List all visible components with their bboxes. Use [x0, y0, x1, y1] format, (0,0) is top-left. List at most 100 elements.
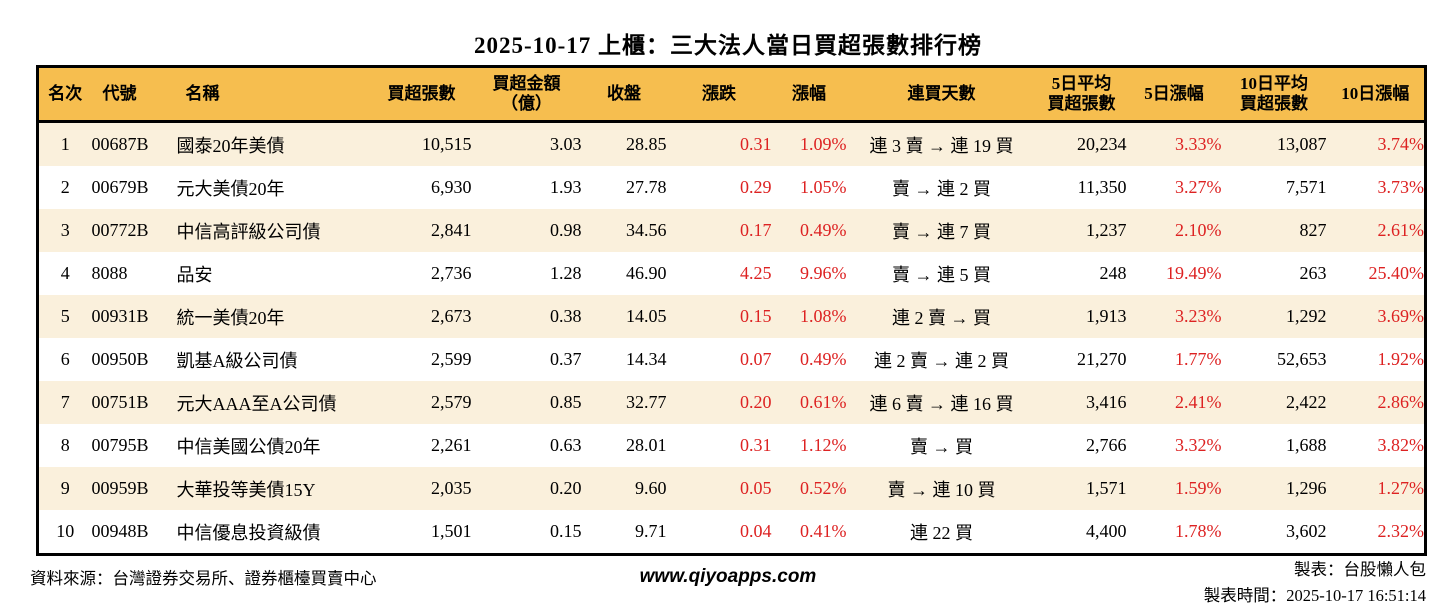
cell-code: 00948B	[91, 521, 149, 541]
cell-net-buy-amount: 1.93	[550, 177, 582, 197]
cell-code: 00687B	[91, 134, 149, 154]
cell-pct-5d: 3.27%	[1175, 177, 1222, 197]
cell-change: 0.31	[740, 435, 772, 455]
cell-rank: 8	[60, 435, 70, 455]
cell-net-buy-amount: 0.38	[550, 306, 582, 326]
cell-change-pct: 0.52%	[800, 478, 847, 498]
table-row: 3 00772B 中信高評級公司債 2,841 0.98 34.56 0.17 0.49% 賣 …	[37, 209, 1426, 252]
cell-avg5-net-buy: 1,237	[1086, 220, 1127, 240]
cell-close: 27.78	[626, 177, 667, 197]
cell-buy-streak: 賣 → 連 10 買	[887, 479, 996, 500]
cell-code: 00795B	[91, 435, 149, 455]
header-cell-pct-10d: 10日漲幅	[1326, 66, 1426, 123]
cell-close: 34.56	[626, 220, 667, 240]
cell-change: 0.05	[740, 478, 772, 498]
cell-net-buy-lots: 2,599	[431, 349, 472, 369]
cell-avg5-net-buy: 21,270	[1077, 349, 1127, 369]
cell-pct-10d: 2.32%	[1377, 521, 1425, 541]
cell-net-buy-lots: 2,841	[431, 220, 472, 240]
cell-avg5-net-buy: 3,416	[1086, 392, 1127, 412]
header-cell-name: 名稱	[176, 66, 372, 123]
cell-pct-5d: 19.49%	[1166, 263, 1222, 283]
table-body: 1 00687B 國泰20年美債 10,515 3.03 28.85 0.31 1.09% 連 …	[37, 121, 1426, 555]
cell-name: 品安	[176, 264, 213, 285]
cell-change-pct: 0.49%	[800, 220, 847, 240]
table-row: 8 00795B 中信美國公債20年 2,261 0.63 28.01 0.31 1.12% 賣…	[37, 424, 1426, 467]
cell-close: 14.34	[626, 349, 667, 369]
cell-buy-streak: 賣 → 買	[910, 436, 973, 457]
cell-avg10-net-buy: 263	[1299, 263, 1327, 283]
cell-close: 28.01	[626, 435, 667, 455]
cell-name: 統一美債20年	[176, 307, 285, 328]
cell-avg10-net-buy: 1,296	[1286, 478, 1327, 498]
cell-net-buy-amount: 3.03	[550, 134, 582, 154]
cell-change-pct: 0.49%	[800, 349, 847, 369]
cell-buy-streak: 連 22 買	[910, 522, 973, 543]
table-header-row: 名次 代號 名稱 買超張數 買超金額 （億） 收盤 漲跌 漲幅 連買天數 5日平均 買超張數 5日漲…	[37, 66, 1426, 123]
cell-name: 國泰20年美債	[176, 135, 285, 156]
cell-change-pct: 1.09%	[800, 134, 847, 154]
cell-code: 00950B	[91, 349, 149, 369]
cell-name: 中信美國公債20年	[176, 436, 321, 457]
cell-rank: 10	[56, 521, 75, 541]
cell-name: 中信優息投資級債	[176, 522, 321, 543]
cell-rank: 1	[60, 134, 70, 154]
table-row: 9 00959B 大華投等美債15Y 2,035 0.20 9.60 0.05 0.52% 賣 …	[37, 467, 1426, 510]
cell-pct-10d: 3.82%	[1377, 435, 1425, 455]
header-cell-avg5-net-buy: 5日平均 買超張數	[1036, 66, 1127, 123]
cell-pct-5d: 2.41%	[1175, 392, 1222, 412]
cell-pct-5d: 3.32%	[1175, 435, 1222, 455]
cell-pct-10d: 3.69%	[1377, 306, 1425, 326]
header-cell-rank: 名次	[37, 66, 92, 123]
cell-avg10-net-buy: 2,422	[1286, 392, 1327, 412]
cell-buy-streak: 連 6 賣 → 連 16 買	[869, 393, 1014, 414]
cell-name: 元大AAA至A公司債	[176, 393, 337, 414]
cell-change-pct: 1.05%	[800, 177, 847, 197]
cell-net-buy-amount: 0.63	[550, 435, 582, 455]
page-title: 2025-10-17 上櫃：三大法人當日買超張數排行榜	[473, 33, 983, 58]
cell-net-buy-lots: 2,579	[431, 392, 472, 412]
header-cell-close: 收盤	[581, 66, 667, 123]
cell-rank: 9	[60, 478, 70, 498]
header-cell-change: 漲跌	[666, 66, 772, 123]
ranking-table-container: 名次 代號 名稱 買超張數 買超金額 （億） 收盤 漲跌 漲幅 連買天數 5日平均 買超張數 5日漲…	[36, 65, 1427, 556]
cell-buy-streak: 賣 → 連 7 買	[892, 221, 991, 242]
cell-code: 00772B	[91, 220, 149, 240]
footer-website: www.qiyoapps.com	[639, 566, 817, 587]
cell-net-buy-lots: 10,515	[422, 134, 472, 154]
cell-code: 00679B	[91, 177, 149, 197]
cell-change: 0.15	[740, 306, 772, 326]
cell-net-buy-lots: 1,501	[431, 521, 472, 541]
cell-close: 14.05	[626, 306, 667, 326]
cell-pct-5d: 1.59%	[1175, 478, 1222, 498]
cell-pct-10d: 2.86%	[1377, 392, 1425, 412]
cell-change-pct: 0.41%	[800, 521, 847, 541]
cell-net-buy-amount: 0.37	[550, 349, 582, 369]
cell-pct-10d: 25.40%	[1368, 263, 1425, 283]
cell-avg5-net-buy: 20,234	[1077, 134, 1127, 154]
cell-pct-10d: 3.73%	[1377, 177, 1425, 197]
cell-code: 8088	[91, 263, 128, 283]
cell-net-buy-lots: 2,261	[431, 435, 472, 455]
table-row: 1 00687B 國泰20年美債 10,515 3.03 28.85 0.31 1.09% 連 …	[37, 121, 1426, 166]
cell-net-buy-amount: 0.15	[550, 521, 582, 541]
header-cell-code: 代號	[91, 66, 177, 123]
cell-change: 0.17	[740, 220, 772, 240]
cell-net-buy-amount: 0.98	[550, 220, 582, 240]
cell-name: 元大美債20年	[176, 178, 285, 199]
cell-avg10-net-buy: 3,602	[1286, 521, 1327, 541]
cell-pct-5d: 2.10%	[1175, 220, 1222, 240]
cell-rank: 5	[60, 306, 70, 326]
header-cell-avg10-net-buy: 10日平均 買超張數	[1221, 66, 1327, 123]
cell-net-buy-lots: 2,673	[431, 306, 472, 326]
cell-change: 0.07	[740, 349, 772, 369]
table-row: 5 00931B 統一美債20年 2,673 0.38 14.05 0.15 1.08% 連 2…	[37, 295, 1426, 338]
cell-net-buy-amount: 0.85	[550, 392, 582, 412]
cell-close: 32.77	[626, 392, 667, 412]
cell-change-pct: 9.96%	[800, 263, 847, 283]
cell-avg10-net-buy: 1,292	[1286, 306, 1327, 326]
table-row: 10 00948B 中信優息投資級債 1,501 0.15 9.71 0.04 0.41% 連 …	[37, 510, 1426, 555]
footer-data-source: 資料來源：台灣證券交易所、證券櫃檯買賣中心	[30, 569, 377, 588]
cell-change: 0.04	[740, 521, 772, 541]
cell-code: 00959B	[91, 478, 149, 498]
